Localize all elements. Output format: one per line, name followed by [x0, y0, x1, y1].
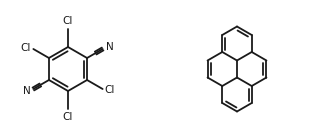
- Text: Cl: Cl: [105, 85, 115, 95]
- Text: N: N: [23, 86, 30, 96]
- Text: Cl: Cl: [63, 16, 73, 26]
- Text: Cl: Cl: [63, 112, 73, 122]
- Text: N: N: [106, 42, 113, 52]
- Text: Cl: Cl: [21, 43, 31, 53]
